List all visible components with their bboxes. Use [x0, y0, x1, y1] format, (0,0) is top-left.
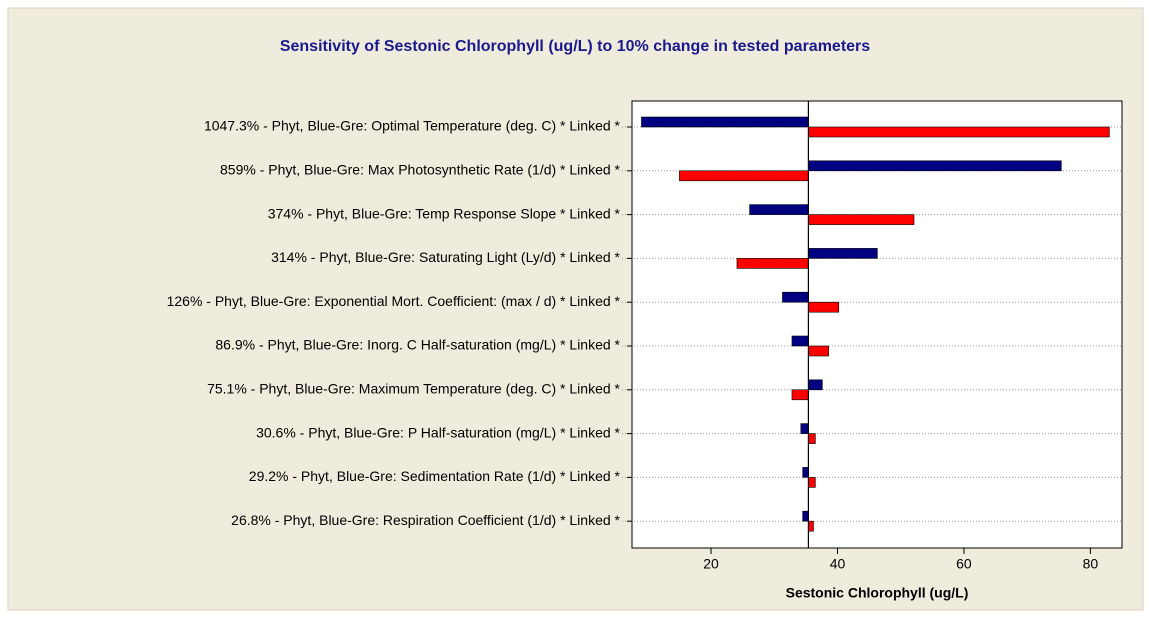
bar — [749, 204, 809, 215]
bar — [641, 116, 809, 128]
bar — [808, 379, 823, 391]
bar — [679, 170, 809, 182]
x-axis-title: Sestonic Chlorophyll (ug/L) — [786, 585, 969, 601]
bar — [802, 467, 809, 478]
bar — [808, 345, 829, 357]
category-label: 29.2% - Phyt, Blue-Gre: Sedimentation Ra… — [249, 468, 621, 484]
x-tick-label: 40 — [830, 556, 846, 572]
category-label: 1047.3% - Phyt, Blue-Gre: Optimal Temper… — [204, 118, 621, 134]
x-tick-label: 60 — [956, 556, 972, 572]
bar — [808, 477, 816, 488]
bar — [808, 433, 816, 444]
category-label: 86.9% - Phyt, Blue-Gre: Inorg. C Half-sa… — [215, 337, 620, 353]
bar — [808, 126, 1110, 138]
category-label: 26.8% - Phyt, Blue-Gre: Respiration Coef… — [231, 512, 620, 528]
bar — [808, 160, 1062, 172]
chart-title: Sensitivity of Sestonic Chlorophyll (ug/… — [280, 38, 870, 55]
category-label: 75.1% - Phyt, Blue-Gre: Maximum Temperat… — [207, 381, 620, 397]
bar — [808, 301, 840, 313]
plot-area — [631, 100, 1123, 549]
bar — [802, 510, 809, 522]
bar — [791, 335, 809, 347]
category-label: 859% - Phyt, Blue-Gre: Max Photosyntheti… — [220, 162, 621, 178]
bar — [808, 248, 878, 259]
bar — [782, 291, 809, 303]
category-label: 126% - Phyt, Blue-Gre: Exponential Mort.… — [167, 293, 621, 309]
bar — [808, 214, 915, 225]
category-label: 314% - Phyt, Blue-Gre: Saturating Light … — [271, 249, 620, 265]
x-tick-label: 20 — [703, 556, 719, 572]
bar — [808, 520, 814, 532]
bar — [736, 258, 809, 269]
category-label: 374% - Phyt, Blue-Gre: Temp Response Slo… — [268, 205, 621, 221]
x-tick-label: 80 — [1083, 556, 1099, 572]
category-label: 30.6% - Phyt, Blue-Gre: P Half-saturatio… — [256, 424, 620, 440]
bar — [800, 423, 809, 434]
bar — [791, 389, 809, 401]
